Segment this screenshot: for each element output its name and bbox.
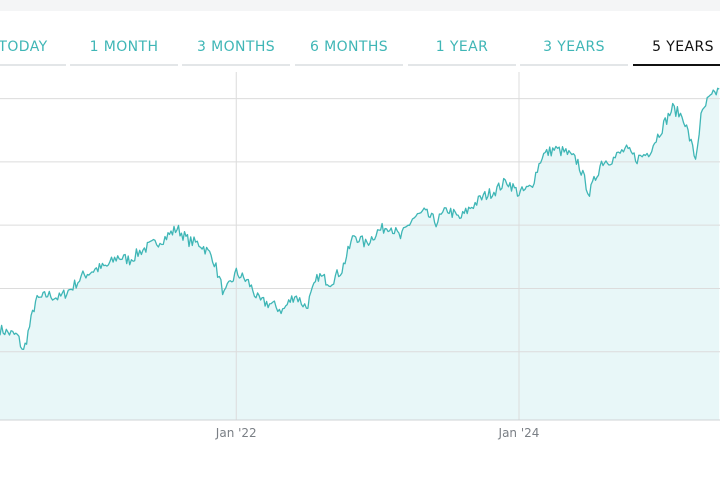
price-chart: Jan '22 Jan '24 [0,72,720,440]
area-fill [0,88,720,421]
tab-1-month[interactable]: 1 MONTH [70,32,178,66]
tab-6-months[interactable]: 6 MONTHS [295,32,403,66]
tab-3-months[interactable]: 3 MONTHS [182,32,290,66]
tab-1-year[interactable]: 1 YEAR [408,32,516,66]
x-tick-label: Jan '22 [215,426,257,440]
range-tabs: TODAY 1 MONTH 3 MONTHS 6 MONTHS 1 YEAR 3… [0,32,720,68]
series-line [0,87,720,351]
tab-5-years[interactable]: 5 YEARS [633,32,720,66]
x-tick-label: Jan '24 [498,426,540,440]
tab-today[interactable]: TODAY [0,32,66,66]
top-strip [0,0,720,11]
tab-3-years[interactable]: 3 YEARS [520,32,628,66]
